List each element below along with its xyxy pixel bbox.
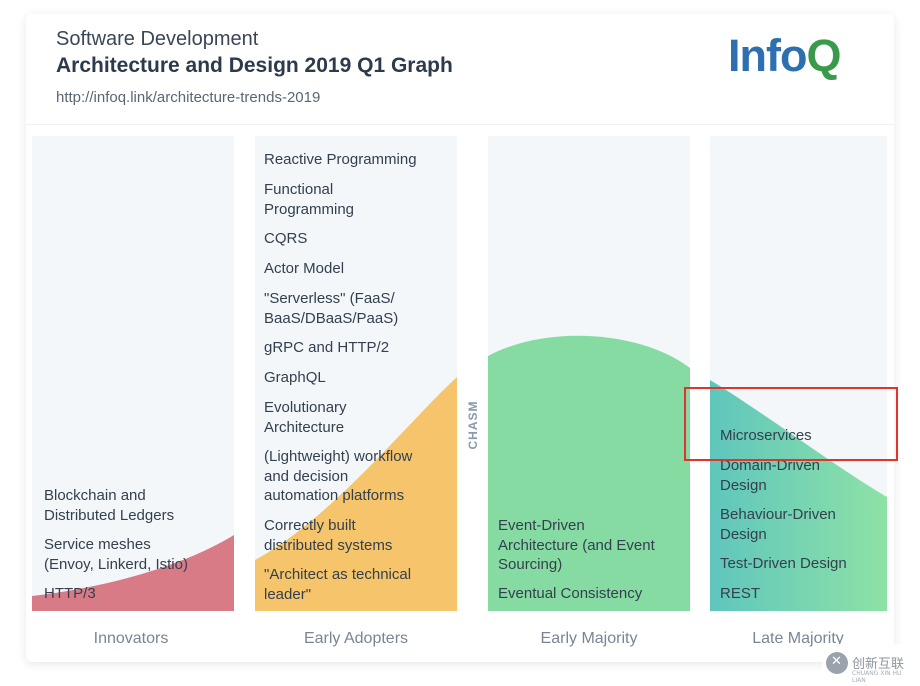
list-item: GraphQL (264, 369, 326, 386)
list-item: Eventual Consistency (498, 585, 643, 602)
list-item: Reactive Programming (264, 151, 417, 168)
watermark: 创新互联 CHUANG XIN HU LIAN (822, 644, 914, 684)
list-item: gRPC and HTTP/2 (264, 339, 390, 356)
watermark-text: 创新互联 (852, 657, 905, 672)
header-url[interactable]: http://infoq.link/architecture-trends-20… (56, 89, 321, 106)
watermark-logo-icon (826, 652, 848, 674)
list-item: Actor Model (264, 260, 345, 277)
innovators-column (32, 136, 234, 611)
list-item: Evolutionary Architecture (264, 399, 347, 436)
watermark-subtext: CHUANG XIN HU LIAN (852, 670, 902, 684)
list-item: Behaviour-Driven Design (720, 506, 836, 543)
list-item: Event-Driven Architecture (and Event Sou… (498, 517, 655, 573)
list-item: Domain-Driven Design (720, 457, 821, 494)
early-adopters-curve-area (255, 377, 457, 611)
list-item: Test-Driven Design (720, 555, 847, 572)
header-subtitle: Software Development (56, 28, 259, 50)
innovators-label: Innovators (93, 630, 169, 647)
early-majority-curve-area (488, 335, 690, 611)
list-item: Blockchain and Distributed Ledgers (44, 487, 175, 524)
chasm-label: CHASM (466, 400, 480, 450)
infoq-logo: InfoQ (728, 30, 841, 81)
early-majority-label: Early Majority (540, 630, 638, 647)
list-item: HTTP/3 (44, 585, 96, 602)
late-majority-label: Late Majority (752, 630, 844, 647)
list-item: CQRS (264, 230, 308, 247)
list-item: Service meshes (Envoy, Linkerd, Istio) (44, 536, 188, 573)
header-divider (26, 124, 894, 125)
list-item: REST (720, 585, 761, 602)
highlight-box (684, 387, 898, 461)
list-item: (Lightweight) workflow and decision auto… (264, 448, 413, 504)
header-title: Architecture and Design 2019 Q1 Graph (56, 54, 453, 77)
early-adopters-label: Early Adopters (303, 630, 409, 647)
list-item: Correctly built distributed systems (264, 517, 393, 554)
list-item: "Serverless" (FaaS/ BaaS/DBaaS/PaaS) (264, 290, 399, 327)
list-item: "Architect as technical leader" (264, 566, 412, 603)
late-majority-curve-area (710, 380, 887, 611)
innovators-curve-area (32, 535, 234, 611)
list-item: Microservices (720, 427, 812, 444)
list-item: Functional Programming (264, 181, 355, 218)
